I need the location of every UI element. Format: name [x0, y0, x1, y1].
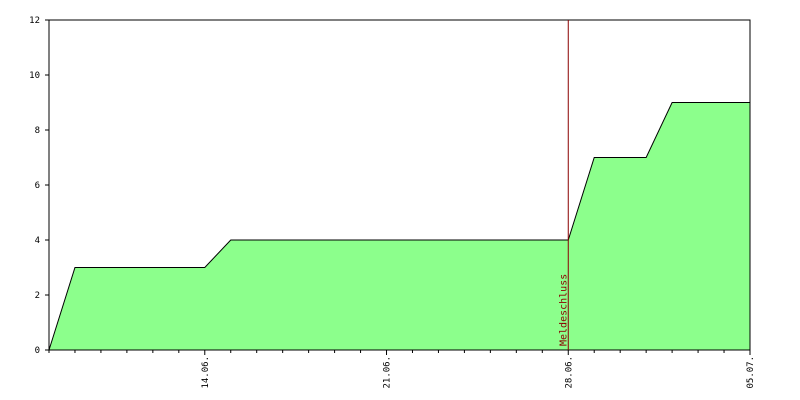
y-tick-label: 10 [29, 71, 40, 81]
y-tick-label: 2 [35, 291, 40, 301]
x-tick-label: 21.06. [383, 356, 393, 389]
y-tick-label: 6 [35, 181, 40, 191]
x-tick-label: 14.06. [201, 356, 211, 389]
y-tick-label: 8 [35, 126, 40, 136]
y-tick-label: 0 [35, 346, 40, 356]
annotation-label: Meldeschluss [558, 274, 569, 346]
x-tick-label: 05.07. [746, 356, 756, 389]
y-tick-label: 4 [35, 236, 40, 246]
area [49, 102, 750, 350]
y-tick-label: 12 [29, 16, 40, 26]
area-line [48, 102, 750, 351]
x-tick-label: 28.06. [564, 356, 574, 389]
